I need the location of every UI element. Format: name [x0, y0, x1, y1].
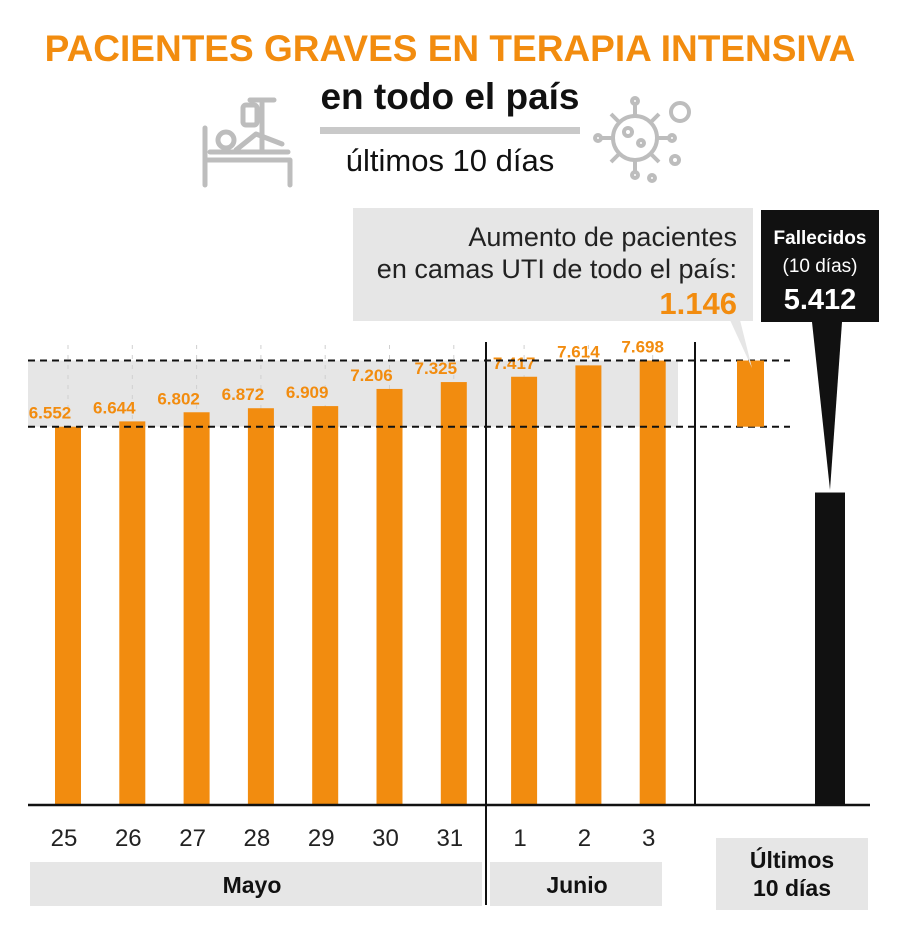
increase-callout: Aumento de pacientes en camas UTI de tod…: [353, 208, 753, 321]
x-tick-label: 25: [51, 825, 78, 852]
x-tick-label: 26: [115, 825, 142, 852]
last-label-line2: 10 días: [753, 875, 831, 901]
virus-icon: [593, 96, 691, 183]
bar: [119, 421, 146, 805]
bar-value-label: 7.325: [415, 359, 458, 378]
bar-value-label: 6.552: [29, 404, 72, 423]
bar-value-label: 6.872: [222, 385, 265, 404]
x-tick-label: 31: [436, 825, 463, 852]
page-subtitle: en todo el país: [320, 76, 580, 117]
bar-value-label: 6.802: [157, 389, 200, 408]
deaths-pointer: [812, 322, 842, 490]
x-tick-label: 29: [308, 825, 335, 852]
x-tick-label: 2: [578, 825, 591, 852]
bar: [312, 406, 339, 805]
bar: [440, 382, 467, 805]
deaths-value: 5.412: [783, 284, 857, 316]
month-label-junio: Junio: [546, 872, 607, 898]
deaths-label: Fallecidos: [773, 228, 867, 249]
x-tick-label: 27: [179, 825, 206, 852]
month-label-mayo: Mayo: [223, 872, 282, 898]
bar: [639, 360, 666, 805]
period-label: últimos 10 días: [345, 143, 555, 178]
last-10-days-label: Últimos 10 días: [716, 838, 868, 910]
x-tick-label: 28: [244, 825, 271, 852]
callout-pointer: [730, 320, 752, 368]
increase-bar: [737, 360, 764, 427]
last-label-line1: Últimos: [749, 847, 835, 873]
callout-value: 1.146: [659, 286, 737, 321]
deaths-box: Fallecidos (10 días) 5.412: [761, 210, 879, 322]
bar: [247, 408, 274, 805]
callout-line2: en camas UTI de todo el país:: [376, 254, 737, 284]
x-tick-label: 1: [513, 825, 526, 852]
increase-band: [28, 360, 678, 427]
x-tick-label: 3: [642, 825, 655, 852]
hospital-bed-icon: [202, 97, 293, 188]
bar-value-label: 7.206: [350, 366, 393, 385]
bar-value-label: 7.698: [621, 338, 664, 357]
month-band-junio: [490, 862, 662, 906]
bar-value-label: 6.644: [93, 398, 136, 417]
deaths-period: (10 días): [782, 256, 858, 277]
bar: [575, 365, 602, 805]
callout-line1: Aumento de pacientes: [468, 222, 737, 252]
bar: [55, 426, 81, 805]
x-tick-label: 30: [372, 825, 399, 852]
bar-value-label: 7.614: [557, 342, 600, 361]
deaths-bar: [815, 492, 845, 805]
bar-value-label: 6.909: [286, 383, 329, 402]
bar: [376, 388, 403, 805]
title-divider: [320, 127, 580, 134]
bar: [183, 412, 210, 805]
bar-value-label: 7.417: [493, 354, 536, 373]
bar: [511, 376, 538, 805]
month-band-mayo: [30, 862, 482, 906]
page-title: PACIENTES GRAVES EN TERAPIA INTENSIVA: [44, 28, 856, 69]
